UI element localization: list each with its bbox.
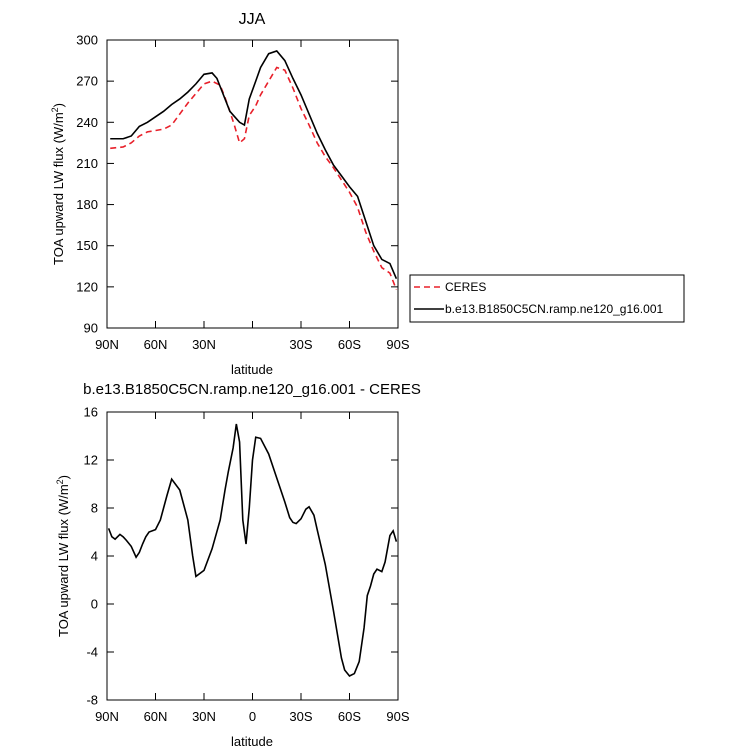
bottom-x-axis: 90N 60N 30N 0 30S 60S 90S	[95, 412, 410, 724]
top-y-axis-label: TOA upward LW flux (W/m2)	[50, 103, 66, 265]
legend: CERES b.e13.B1850C5CN.ramp.ne120_g16.001	[409, 274, 685, 323]
bottom-x-tick-label: 30S	[289, 709, 312, 724]
bottom-x-tick-label: 60S	[338, 709, 361, 724]
legend-model-label: b.e13.B1850C5CN.ramp.ne120_g16.001	[445, 302, 663, 316]
top-chart: JJA 90 120 150 180 210 240 270 300 90N 60N 30N 30S…	[50, 11, 685, 377]
bottom-y-tick-label: 0	[91, 597, 98, 612]
legend-box	[409, 274, 685, 323]
model-series-line	[110, 50, 398, 279]
top-x-tick-label: 90N	[95, 337, 119, 352]
bottom-chart: b.e13.B1850C5CN.ramp.ne120_g16.001 - CER…	[55, 381, 421, 749]
bottom-y-axis-label: TOA upward LW flux (W/m2)	[55, 475, 71, 637]
bottom-y-axis: -8 -4 0 4 8 12 16	[84, 405, 398, 708]
bottom-x-tick-label: 0	[249, 709, 256, 724]
top-x-axis-label: latitude	[231, 362, 273, 377]
legend-ceres-label: CERES	[445, 280, 486, 294]
top-y-tick-label: 300	[76, 33, 98, 48]
top-x-tick-label: 30S	[289, 337, 312, 352]
top-y-tick-label: 240	[76, 115, 98, 130]
top-y-tick-label: 270	[76, 74, 98, 89]
bottom-y-tick-label: -4	[86, 645, 98, 660]
top-chart-title: JJA	[239, 11, 266, 28]
bottom-y-tick-label: 12	[84, 453, 98, 468]
bottom-y-tick-label: 8	[91, 501, 98, 516]
bottom-x-axis-label: latitude	[231, 734, 273, 749]
top-y-tick-label: 90	[84, 321, 98, 336]
top-x-tick-label: 90S	[386, 337, 409, 352]
top-plot-frame	[106, 39, 399, 329]
top-y-tick-label: 210	[76, 156, 98, 171]
bottom-plot-frame	[106, 411, 399, 701]
bottom-chart-title: b.e13.B1850C5CN.ramp.ne120_g16.001 - CER…	[83, 381, 421, 398]
top-x-tick-label: 60S	[338, 337, 361, 352]
bottom-y-tick-label: 16	[84, 405, 98, 420]
top-x-tick-label: 60N	[144, 337, 168, 352]
bottom-x-tick-label: 60N	[144, 709, 168, 724]
top-y-tick-label: 180	[76, 197, 98, 212]
bottom-x-tick-label: 90S	[386, 709, 409, 724]
bottom-y-tick-label: -8	[86, 693, 98, 708]
bottom-y-tick-label: 4	[91, 549, 98, 564]
bottom-x-tick-label: 90N	[95, 709, 119, 724]
top-x-tick-label: 30N	[192, 337, 216, 352]
bottom-x-tick-label: 30N	[192, 709, 216, 724]
top-y-tick-label: 150	[76, 238, 98, 253]
top-y-tick-label: 120	[76, 279, 98, 294]
top-x-axis: 90N 60N 30N 30S 60S 90S	[95, 40, 410, 352]
top-y-axis: 90 120 150 180 210 240 270 300	[76, 33, 398, 336]
difference-series-line	[107, 423, 398, 678]
ceres-series-line	[110, 66, 398, 290]
